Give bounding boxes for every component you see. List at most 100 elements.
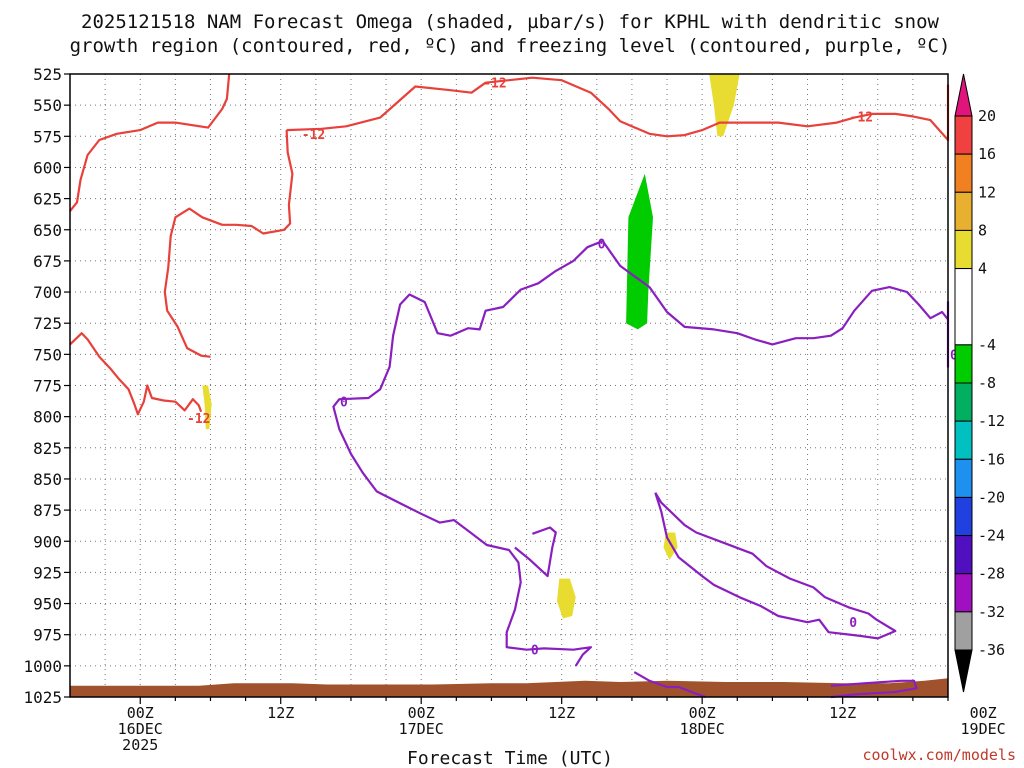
freezing-label-4: 0 <box>950 348 958 363</box>
colorbar-tick-4: 4 <box>978 260 987 278</box>
x-tick-label-0-2: 2025 <box>122 736 158 754</box>
chart-title-line-1: 2025121518 NAM Forecast Omega (shaded, µ… <box>81 11 939 33</box>
y-tick-label-875: 875 <box>33 501 62 520</box>
y-tick-label-775: 775 <box>33 377 62 396</box>
y-tick-label-925: 925 <box>33 563 62 582</box>
freezing-contour-4 <box>654 492 897 640</box>
omega-region-1 <box>202 385 212 430</box>
x-tick-label-4-1: 18DEC <box>680 720 725 738</box>
freezing-contour-1 <box>633 671 707 699</box>
freezing-contour-3 <box>514 526 557 578</box>
credit-text: coolwx.com/models <box>862 746 1016 764</box>
x-tick-label-6-0: 00Z <box>970 704 997 722</box>
y-tick-label-975: 975 <box>33 626 62 645</box>
freezing-label-2: 0 <box>531 644 539 659</box>
omega-shading <box>202 74 740 619</box>
colorbar-tick-7: -12 <box>978 412 1005 430</box>
colorbar-band-5 <box>954 268 973 346</box>
dgz-contour-2 <box>69 332 203 416</box>
colorbar-tick-8: -16 <box>978 450 1005 468</box>
omega-region-3 <box>663 532 678 560</box>
plot-frame <box>69 73 949 698</box>
colorbar-tick-1: 16 <box>978 145 996 163</box>
freezing-contour-5 <box>830 679 918 699</box>
terrain <box>70 677 948 697</box>
dgz-label-3: -12 <box>187 412 210 427</box>
freezing-label-1: 0 <box>598 237 606 252</box>
grid-lines <box>70 73 949 698</box>
x-tick-label-1-0: 12Z <box>267 704 294 722</box>
y-tick-label-650: 650 <box>33 221 62 240</box>
dgz-contour-0 <box>69 73 231 212</box>
freezing-contour-2 <box>601 240 950 368</box>
chart-title-line-2: growth region (contoured, red, ºC) and f… <box>70 35 951 57</box>
colorbar-tick-11: -28 <box>978 565 1005 583</box>
dgz-contour-3 <box>286 76 950 142</box>
colorbar-band-0 <box>954 73 973 117</box>
colorbar-band-14 <box>954 649 973 693</box>
y-axis-ticks: 525 550 575 600 625 650 675 700 725 750 775 800 825 8… <box>23 65 70 707</box>
y-tick-label-825: 825 <box>33 439 62 458</box>
colorbar-band-10 <box>954 496 973 537</box>
contours <box>69 73 950 699</box>
x-tick-label-2-1: 17DEC <box>399 720 444 738</box>
colorbar-tick-9: -20 <box>978 488 1005 506</box>
dgz-label-1: -12 <box>302 128 325 143</box>
omega-region-0 <box>709 74 740 137</box>
contour-labels: -12 -12 -12 -12 0 0 0 0 0 <box>187 77 958 659</box>
x-tick-label-4-0: 00Z <box>689 704 716 722</box>
omega-region-8 <box>626 173 653 330</box>
y-tick-label-550: 550 <box>33 96 62 115</box>
x-axis-label: Forecast Time (UTC) <box>407 748 613 768</box>
y-tick-label-600: 600 <box>33 158 62 177</box>
colorbar-tick-2: 12 <box>978 183 996 201</box>
y-tick-label-575: 575 <box>33 127 62 146</box>
colorbar-band-9 <box>954 458 973 498</box>
colorbar-band-2 <box>954 153 973 193</box>
colorbar-tick-5: -4 <box>978 336 996 354</box>
x-tick-label-6-1: 19DEC <box>961 720 1006 738</box>
x-tick-label-3-0: 12Z <box>548 704 575 722</box>
colorbar-band-7 <box>954 382 973 422</box>
y-tick-label-1025: 1025 <box>23 688 62 707</box>
colorbar-band-1 <box>954 115 973 155</box>
x-tick-label-2-0: 00Z <box>408 704 435 722</box>
x-tick-label-0-0: 00Z <box>127 704 154 722</box>
x-tick-label-5-0: 12Z <box>829 704 856 722</box>
colorbar-band-6 <box>954 344 973 384</box>
y-tick-label-725: 725 <box>33 314 62 333</box>
omega-region-2 <box>557 578 576 619</box>
y-tick-label-750: 750 <box>33 345 62 364</box>
colorbar-band-11 <box>954 535 973 575</box>
freezing-contour-0 <box>332 239 604 667</box>
y-tick-label-800: 800 <box>33 408 62 427</box>
y-tick-label-625: 625 <box>33 190 62 209</box>
colorbar-tick-13: -36 <box>978 641 1005 659</box>
terrain-surface <box>70 677 948 697</box>
y-tick-label-525: 525 <box>33 65 62 84</box>
colorbar-tick-0: 20 <box>978 107 996 125</box>
y-tick-label-700: 700 <box>33 283 62 302</box>
freezing-label-0: 0 <box>340 396 348 411</box>
colorbar-band-8 <box>954 420 973 460</box>
colorbar-band-13 <box>954 611 973 651</box>
y-tick-label-900: 900 <box>33 532 62 551</box>
y-tick-label-675: 675 <box>33 252 62 271</box>
colorbar-tick-6: -8 <box>978 374 996 392</box>
freezing-label-3: 0 <box>849 616 857 631</box>
dgz-label-2: -12 <box>850 110 873 125</box>
x-tick-label-0-1: 16DEC <box>118 720 163 738</box>
colorbar-band-3 <box>954 191 973 231</box>
colorbar-tick-10: -24 <box>978 527 1005 545</box>
colorbar-band-4 <box>954 229 973 270</box>
dgz-label-0: -12 <box>483 77 506 92</box>
colorbar-tick-12: -32 <box>978 603 1005 621</box>
colorbar-band-12 <box>954 573 973 613</box>
y-tick-label-950: 950 <box>33 595 62 614</box>
colorbar: 20 16 12 8 4 -4 -8 -12 -16 -20 -24 -28 -32 -36 <box>954 73 1005 693</box>
y-tick-label-1000: 1000 <box>23 657 62 676</box>
colorbar-tick-3: 8 <box>978 221 987 239</box>
dgz-contour-1 <box>163 130 294 358</box>
